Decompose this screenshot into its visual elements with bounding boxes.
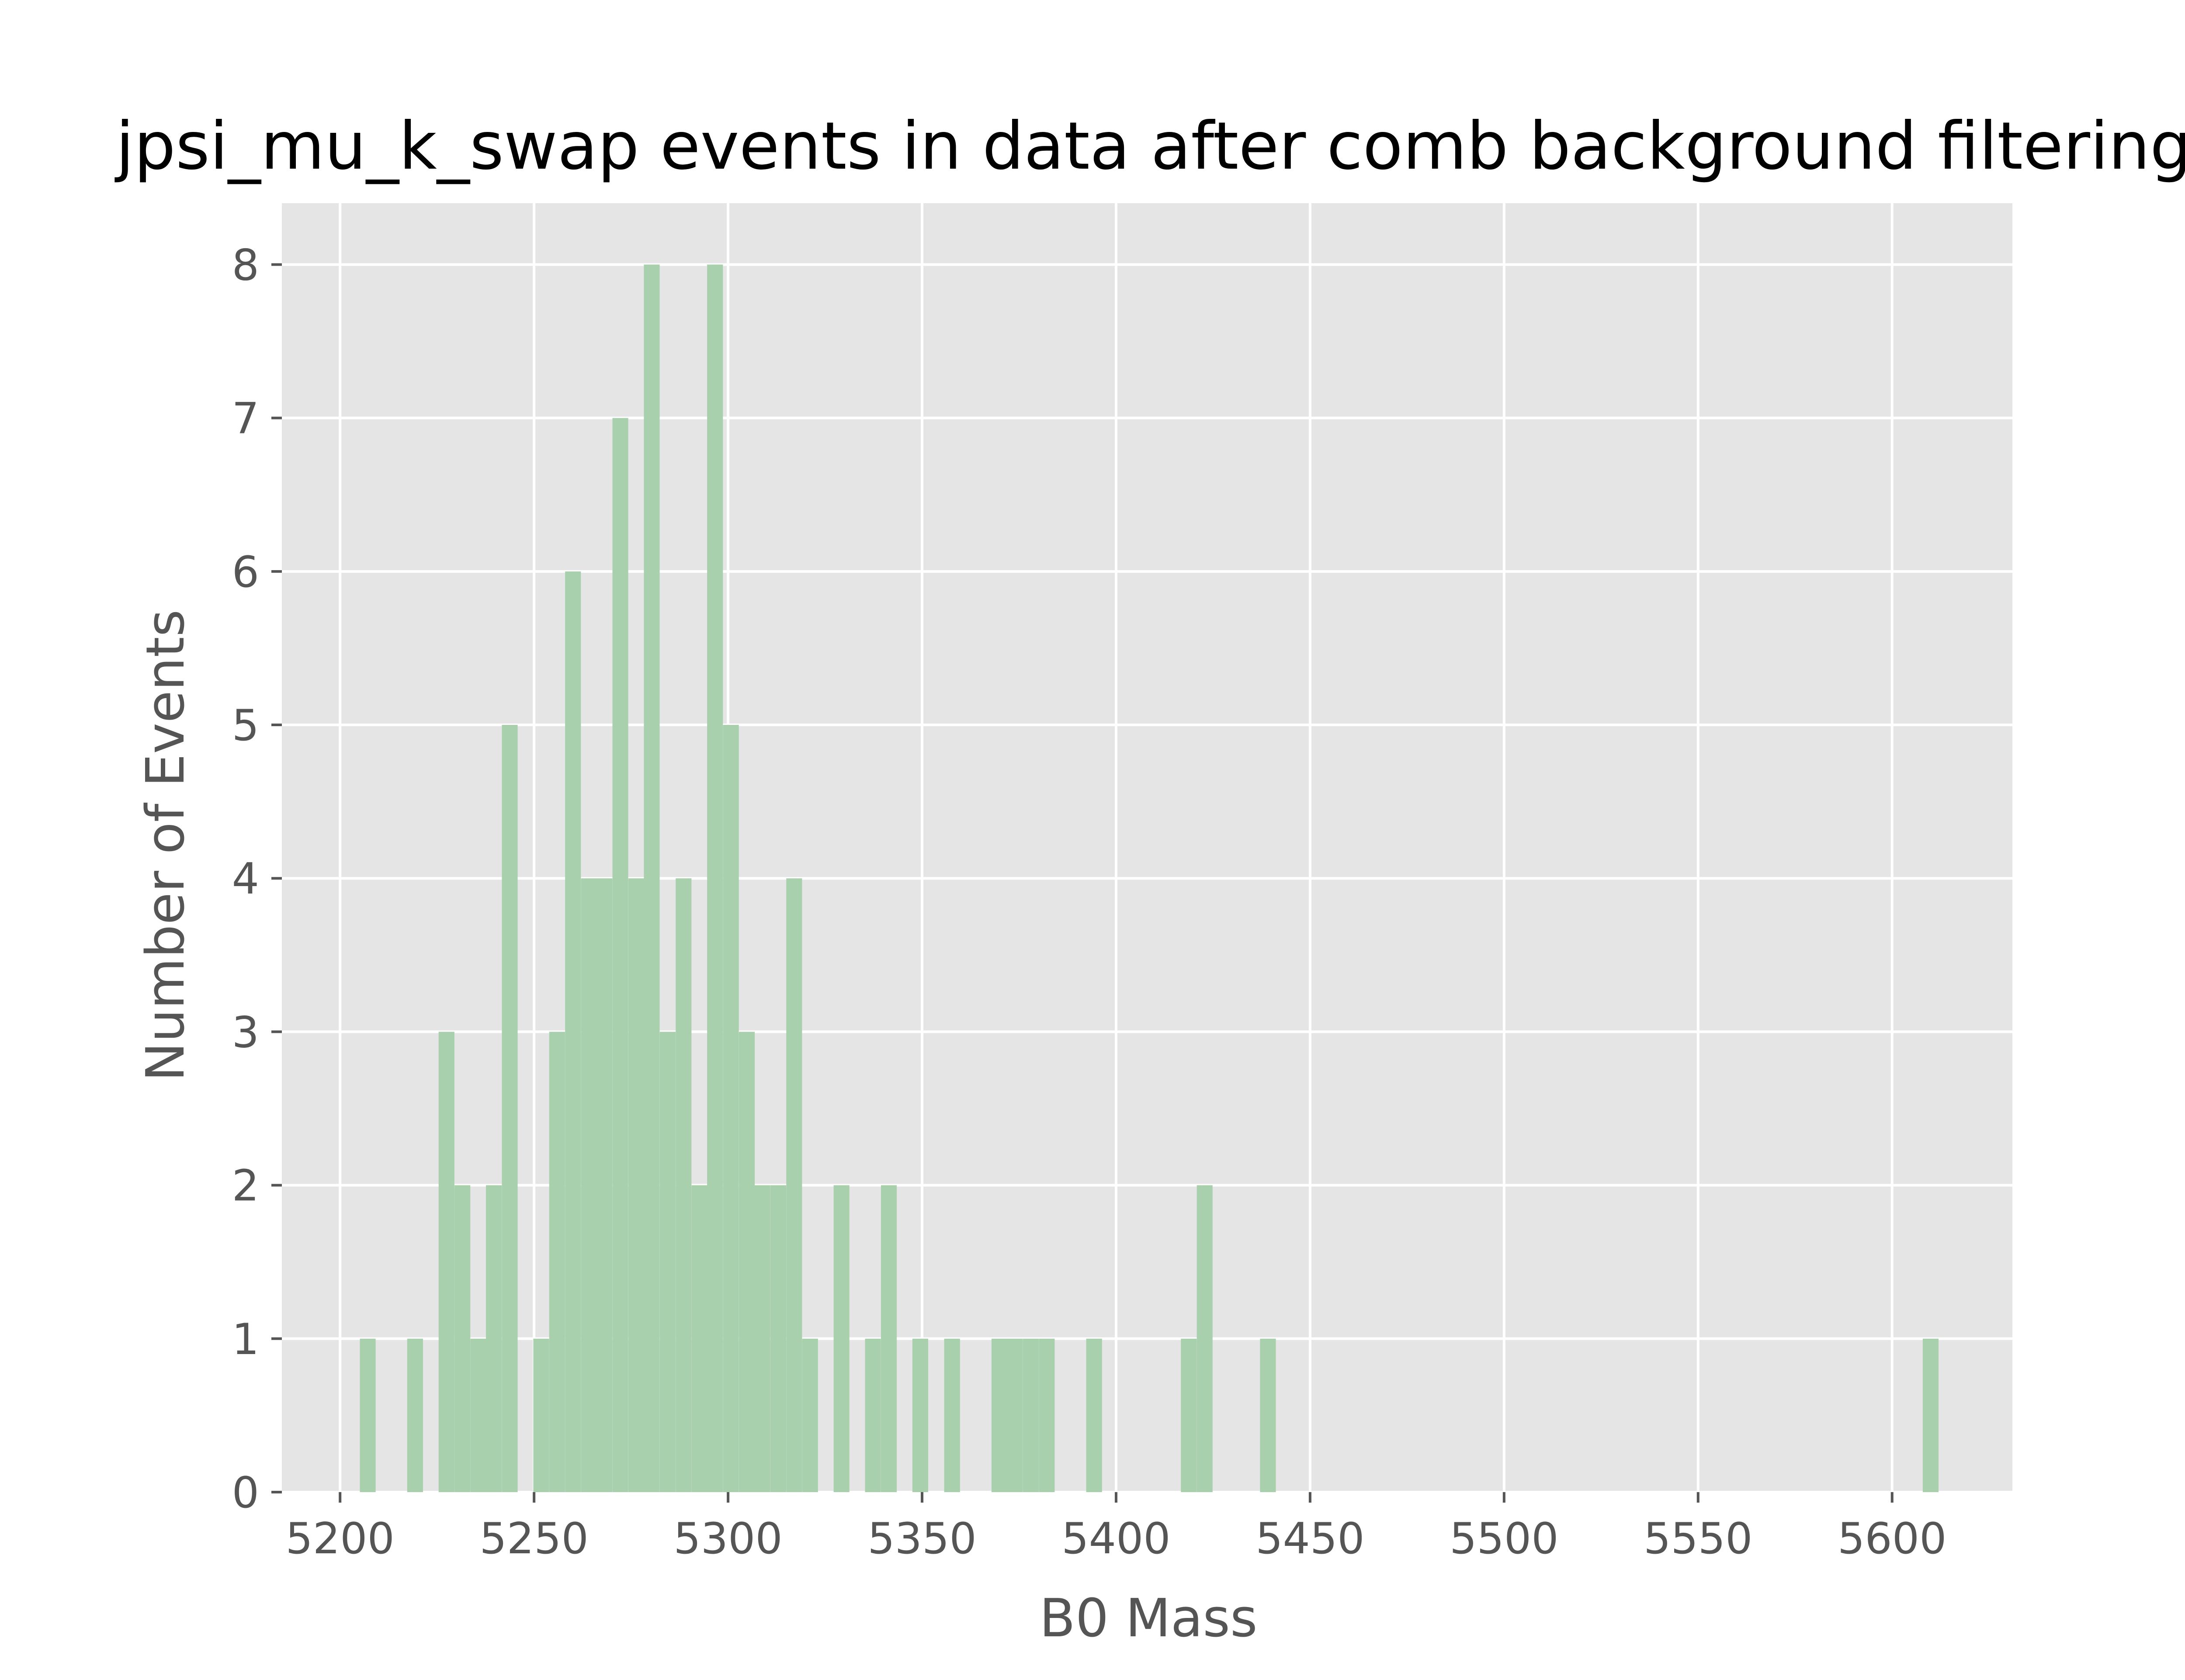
- histogram-bar: [644, 264, 660, 1493]
- histogram-bar: [360, 1338, 376, 1492]
- x-tick-label: 5350: [867, 1514, 976, 1564]
- histogram-bar: [1197, 1185, 1213, 1492]
- y-tick-label: 6: [232, 547, 259, 597]
- histogram-bar: [912, 1338, 928, 1492]
- histogram-bar: [676, 878, 692, 1492]
- x-tick-label: 5500: [1450, 1514, 1558, 1564]
- y-tick-label: 1: [232, 1315, 259, 1365]
- axis-ticks: 5200 5250 5300 5350 5400 5450 5500 5550 5600 0 1 2 3…: [232, 240, 1947, 1564]
- histogram-bar: [786, 878, 802, 1492]
- histogram-bar: [581, 878, 597, 1492]
- histogram-bar: [754, 1185, 770, 1492]
- histogram-bar: [549, 1032, 565, 1492]
- histogram-bar: [723, 725, 739, 1492]
- histogram-bar: [944, 1338, 960, 1492]
- y-tick-label: 2: [232, 1161, 259, 1211]
- x-tick-label: 5550: [1644, 1514, 1752, 1564]
- histogram-bar: [659, 1032, 676, 1492]
- y-tick-label: 3: [232, 1008, 259, 1057]
- histogram-bar: [628, 878, 645, 1492]
- histogram-bar: [470, 1338, 486, 1492]
- y-tick-label: 7: [232, 394, 259, 444]
- histogram-bar: [691, 1185, 708, 1492]
- y-tick-label: 4: [232, 854, 259, 904]
- histogram-bar: [533, 1338, 549, 1492]
- histogram-bar: [612, 418, 628, 1492]
- histogram-bar: [770, 1185, 786, 1492]
- histogram-bar: [991, 1338, 1008, 1492]
- histogram-bar: [1086, 1338, 1102, 1492]
- histogram-bar: [1039, 1338, 1055, 1492]
- histogram-bar: [1023, 1338, 1039, 1492]
- histogram-bar: [454, 1185, 471, 1492]
- x-tick-label: 5450: [1256, 1514, 1364, 1564]
- histogram-bar: [565, 571, 581, 1492]
- x-tick-label: 5300: [673, 1514, 782, 1564]
- histogram-bars: [360, 264, 1939, 1493]
- histogram-bar: [739, 1032, 755, 1492]
- y-tick-label: 0: [232, 1468, 259, 1518]
- histogram-bar: [802, 1338, 818, 1492]
- y-tick-label: 5: [232, 701, 259, 751]
- histogram-bar: [1260, 1338, 1276, 1492]
- histogram-bar: [881, 1185, 897, 1492]
- histogram-bar: [707, 264, 723, 1493]
- histogram-bar: [1007, 1338, 1023, 1492]
- histogram-bar: [1181, 1338, 1197, 1492]
- x-axis-label: B0 Mass: [1040, 1588, 1258, 1649]
- histogram-bar: [865, 1338, 881, 1492]
- x-tick-label: 5250: [479, 1514, 588, 1564]
- histogram-bar: [502, 725, 518, 1492]
- histogram-bar: [438, 1032, 454, 1492]
- x-tick-label: 5200: [285, 1514, 394, 1564]
- chart-title: jpsi_mu_k_swap events in data after comb…: [114, 108, 2185, 184]
- x-tick-label: 5600: [1838, 1514, 1946, 1564]
- histogram-bar: [597, 878, 613, 1492]
- y-tick-label: 8: [232, 240, 259, 290]
- plot-background: [282, 203, 2012, 1492]
- histogram-bar: [407, 1338, 423, 1492]
- histogram-bar: [833, 1185, 850, 1492]
- y-axis-label: Number of Events: [135, 610, 196, 1081]
- histogram-bar: [486, 1185, 502, 1492]
- x-tick-label: 5400: [1061, 1514, 1170, 1564]
- histogram-bar: [1922, 1338, 1939, 1492]
